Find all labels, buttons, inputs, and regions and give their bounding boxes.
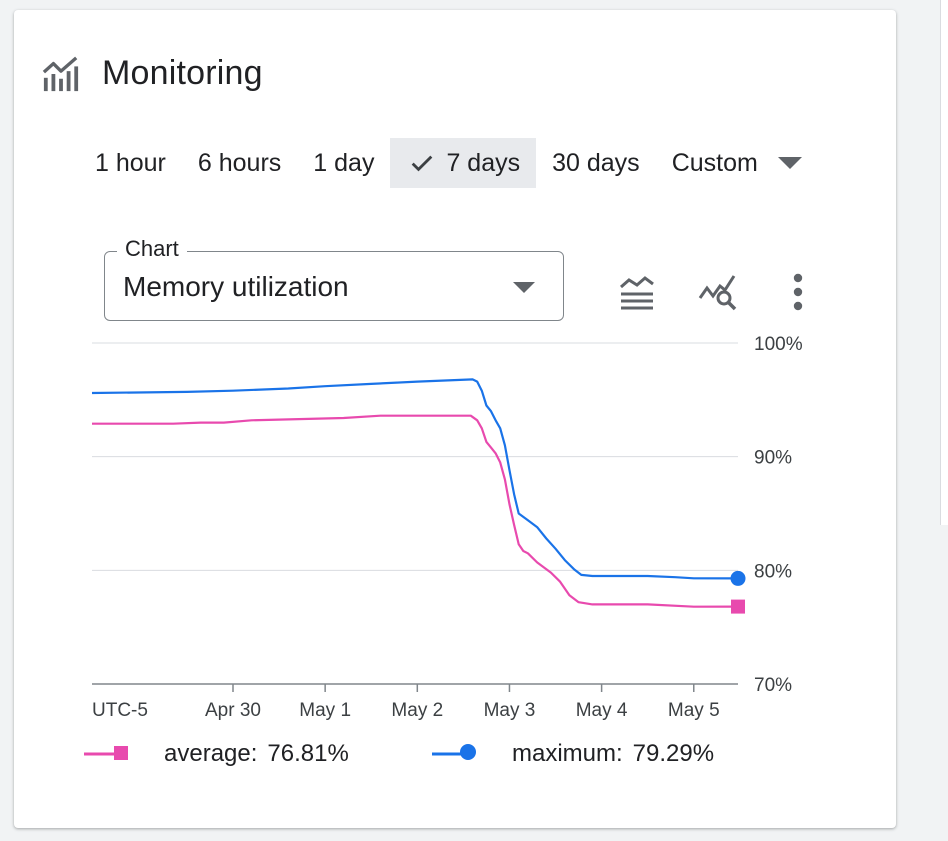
y-tick-label: 100% [754, 334, 803, 355]
adjacent-panel-edge [940, 0, 948, 525]
x-tick-label: May 1 [299, 700, 351, 721]
range-6-hours[interactable]: 6 hours [197, 149, 282, 177]
x-tick-label: May 4 [576, 700, 628, 721]
check-icon [412, 155, 433, 172]
legend-maximum-label: maximum: [512, 740, 623, 767]
series-line-maximum [91, 378, 739, 580]
series-marker-maximum [730, 570, 746, 586]
legend-average: average: 76.81% [84, 740, 349, 768]
average-legend-icon [84, 746, 128, 760]
panel-title: Monitoring [102, 54, 263, 92]
chart-select-label: Chart [117, 236, 187, 262]
range-7-days-label: 7 days [446, 149, 521, 177]
stacked-lines-icon[interactable] [617, 272, 657, 312]
y-tick-label: 80% [754, 561, 792, 582]
monitoring-card: Monitoring 1 hour 6 hours 1 day 7 days 3… [14, 10, 896, 828]
legend-average-value: 76.81% [267, 740, 349, 767]
range-1-day[interactable]: 1 day [313, 149, 375, 177]
x-tick-label: UTC-5 [92, 700, 148, 721]
series-line-average [92, 414, 739, 608]
range-30-days[interactable]: 30 days [552, 149, 640, 177]
x-tick-label: May 3 [484, 700, 536, 721]
monitoring-chart-icon [42, 56, 79, 91]
legend-maximum-value: 79.29% [632, 740, 715, 767]
legend-maximum: maximum: 79.29% [432, 740, 714, 768]
custom-range-label: Custom [671, 148, 758, 177]
chart-select-value: Memory utilization [123, 271, 349, 302]
time-range-selector: 1 hour 6 hours 1 day 7 days 30 days Cust… [80, 138, 802, 188]
dropdown-caret-icon [777, 157, 802, 169]
explore-metrics-icon[interactable] [698, 272, 738, 312]
more-vert-icon[interactable] [778, 272, 818, 312]
y-tick-label: 90% [754, 448, 792, 469]
monitoring-header: Monitoring [42, 54, 263, 93]
x-tick-label: Apr 30 [205, 700, 261, 721]
legend-average-label: average: [164, 740, 258, 767]
dropdown-caret-icon [513, 282, 535, 293]
maximum-legend-icon [432, 744, 476, 760]
x-tick-label: May 5 [668, 700, 720, 721]
y-tick-label: 70% [754, 675, 792, 696]
x-tick-label: May 2 [391, 700, 443, 721]
memory-utilization-chart: 100% 90% 80% 70% UTC-5 Apr 30 May 1 May 2 May 3 M… [91, 334, 803, 721]
chart-select[interactable]: Chart Memory utilization [104, 236, 564, 321]
range-1-hour[interactable]: 1 hour [95, 149, 166, 177]
range-7-days[interactable]: 7 days [390, 138, 537, 188]
custom-range-button[interactable]: Custom [656, 149, 802, 178]
series-marker-average [731, 599, 745, 614]
